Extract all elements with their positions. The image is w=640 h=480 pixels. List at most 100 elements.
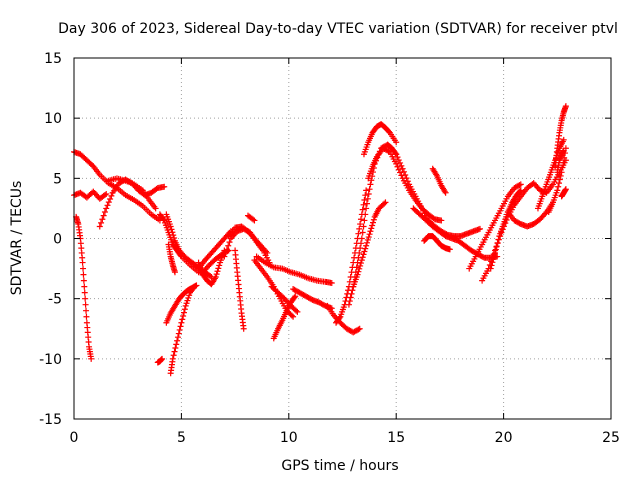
data-point <box>385 148 392 155</box>
y-tick-label: -10 <box>39 352 62 368</box>
data-point <box>562 186 569 193</box>
y-tick-label: 5 <box>53 171 62 187</box>
data-point <box>169 355 176 362</box>
data-point <box>212 274 219 281</box>
y-tick-label: -5 <box>48 292 62 308</box>
data-point <box>264 249 271 256</box>
data-point <box>100 212 107 219</box>
data-point <box>404 178 411 185</box>
data-point <box>171 235 178 242</box>
series-arc-17 <box>232 247 247 332</box>
data-point <box>328 280 335 287</box>
x-tick-label: 0 <box>70 430 79 446</box>
data-point <box>80 271 87 278</box>
data-point <box>367 181 374 188</box>
data-point <box>381 200 388 207</box>
series-arc-16 <box>225 223 271 256</box>
data-point <box>393 151 400 158</box>
data-point <box>171 348 178 355</box>
data-point <box>361 217 368 224</box>
x-tick-label: 25 <box>602 430 620 446</box>
series-arc-29 <box>365 145 445 224</box>
data-point <box>185 294 192 301</box>
data-point <box>159 355 166 362</box>
data-point <box>251 217 258 224</box>
data-point <box>103 205 110 212</box>
data-point <box>169 229 176 236</box>
y-tick-label: 0 <box>53 232 62 248</box>
data-point <box>368 225 375 232</box>
data-point <box>393 160 400 167</box>
data-point <box>80 277 87 284</box>
data-point <box>357 216 364 223</box>
data-point <box>403 175 410 182</box>
data-point <box>181 306 188 313</box>
data-point <box>402 171 409 178</box>
data-point <box>174 334 181 341</box>
data-point <box>395 166 402 173</box>
data-point <box>555 183 562 190</box>
data-point <box>363 242 370 249</box>
data-point <box>176 326 183 333</box>
data-point <box>357 240 364 247</box>
data-point <box>108 192 115 199</box>
data-point <box>363 200 370 207</box>
data-point <box>516 182 523 189</box>
data-point <box>226 239 233 246</box>
data-point <box>174 337 181 344</box>
data-point <box>107 196 114 203</box>
data-point <box>355 268 362 275</box>
series-arc-18 <box>244 212 258 224</box>
data-point <box>560 136 567 143</box>
data-point <box>364 195 371 202</box>
data-point <box>99 216 106 223</box>
data-point <box>362 211 369 218</box>
axis-ticks <box>73 57 612 420</box>
data-point <box>183 300 190 307</box>
data-point <box>79 259 86 266</box>
data-point <box>355 326 362 333</box>
grid-lines <box>74 58 611 419</box>
data-point <box>492 249 499 256</box>
data-point <box>358 235 365 242</box>
data-point <box>221 253 228 260</box>
data-point <box>180 309 187 316</box>
data-point <box>177 323 184 330</box>
data-point <box>490 256 497 263</box>
data-point <box>216 262 223 269</box>
data-point <box>240 325 247 332</box>
data-point <box>167 223 174 230</box>
data-point <box>362 245 369 252</box>
data-point <box>349 287 356 294</box>
data-point <box>370 219 377 226</box>
data-point <box>80 265 87 272</box>
data-point <box>222 249 229 256</box>
data-point <box>193 282 200 289</box>
data-point <box>487 265 494 272</box>
data-point <box>83 313 90 320</box>
data-point <box>359 254 366 261</box>
data-point <box>345 301 352 308</box>
data-point <box>557 172 564 179</box>
data-point <box>366 186 373 193</box>
data-point <box>395 157 402 164</box>
series-arc-21 <box>268 283 301 315</box>
series-arc-39 <box>534 136 567 212</box>
data-point <box>81 289 88 296</box>
data-point <box>186 292 193 299</box>
data-point <box>492 246 499 253</box>
data-point <box>294 308 301 315</box>
x-tick-label: 15 <box>387 430 405 446</box>
data-point <box>360 201 367 208</box>
data-point <box>357 262 364 269</box>
data-point <box>354 271 361 278</box>
y-tick-label: 10 <box>44 111 62 127</box>
data-point <box>81 283 88 290</box>
data-point <box>356 265 363 272</box>
data-point <box>393 139 400 146</box>
data-point <box>394 154 401 161</box>
series-arc-37 <box>504 199 557 230</box>
series-arc-03 <box>73 213 95 362</box>
data-point <box>104 202 111 209</box>
